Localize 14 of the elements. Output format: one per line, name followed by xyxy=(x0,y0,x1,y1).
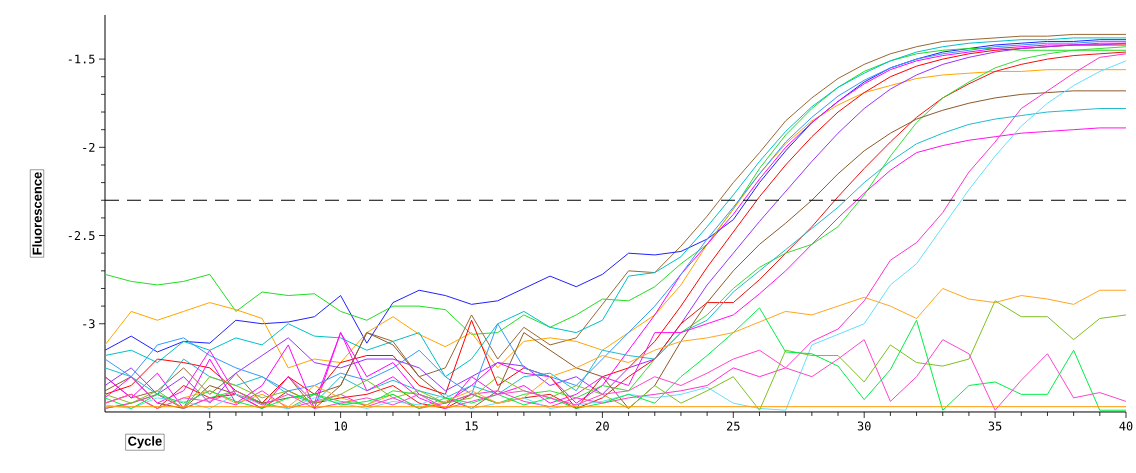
y-tick-label: -1.5 xyxy=(68,54,95,64)
x-axis-title: Cycle xyxy=(128,436,162,449)
y-tick-label: -2.5 xyxy=(68,231,95,241)
y-tick-label: -3 xyxy=(83,319,95,329)
x-tick-label: 35 xyxy=(988,421,1002,431)
x-tick-label: 25 xyxy=(727,421,740,431)
x-tick-label: 20 xyxy=(596,421,609,431)
x-tick-label: 10 xyxy=(334,421,348,431)
x-tick-label: 40 xyxy=(1119,421,1133,431)
x-tick-label: 30 xyxy=(857,421,871,431)
x-tick-label: 5 xyxy=(206,421,213,431)
y-tick-label: -2 xyxy=(83,142,95,152)
y-axis-title: Fluorescence xyxy=(32,172,42,255)
x-tick-label: 15 xyxy=(465,421,478,431)
